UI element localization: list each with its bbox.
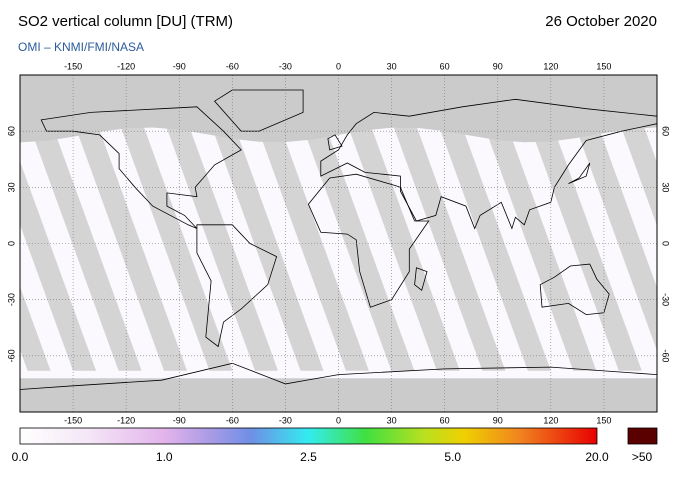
orbit-gap [348, 127, 460, 371]
coastline [568, 162, 591, 184]
coastline [539, 263, 610, 316]
orbit-gap [212, 127, 324, 371]
colorbar-label: 1.0 [156, 450, 173, 464]
lat-label-right: 30 [661, 182, 671, 192]
orbit-gap [0, 127, 5, 370]
lat-label-right: 0 [661, 241, 671, 246]
orbit-gap [667, 127, 676, 370]
lat-label-right: -30 [661, 293, 671, 306]
lon-label-bottom: -150 [64, 415, 82, 425]
lon-label-bottom: -60 [226, 415, 239, 425]
colorbar-label: 20.0 [585, 450, 609, 464]
orbit-gap [257, 127, 369, 371]
polar-south [20, 378, 657, 412]
orbit-gap [20, 286, 51, 371]
orbit-gap [530, 127, 642, 371]
lon-label-top: -60 [226, 61, 239, 71]
map-layer [0, 75, 676, 412]
coastline [327, 134, 343, 151]
coastline [40, 106, 242, 229]
orbit-gap [484, 127, 597, 371]
orbit-gap [621, 127, 657, 226]
lon-label-top: 0 [336, 61, 341, 71]
lon-label-bottom: 0 [336, 415, 341, 425]
lon-label-bottom: 120 [543, 415, 558, 425]
map-frame [19, 74, 658, 413]
colorbar-overflow [627, 427, 658, 445]
source: OMI – KNMI/FMI/NASA [18, 40, 144, 54]
lon-label-top: 150 [596, 61, 611, 71]
orbit-gap [302, 127, 415, 371]
orbit-gap [393, 127, 506, 371]
orbit-gap [166, 127, 278, 371]
lon-label-top: 120 [543, 61, 558, 71]
lon-label-top: 60 [440, 61, 450, 71]
coastline [213, 89, 304, 132]
lat-label-left: 30 [6, 182, 16, 192]
title: SO2 vertical column [DU] (TRM) [18, 13, 233, 30]
lon-label-bottom: -90 [173, 415, 186, 425]
orbit-gap [575, 127, 657, 351]
colorbar-label: 5.0 [444, 450, 461, 464]
colorbar-label: 2.5 [300, 450, 317, 464]
coastline [20, 362, 657, 412]
lon-label-bottom: 60 [440, 415, 450, 425]
lon-label-top: 90 [493, 61, 503, 71]
lon-label-bottom: 150 [596, 415, 611, 425]
colorbar [19, 427, 598, 445]
lon-label-bottom: 30 [387, 415, 397, 425]
date: 26 October 2020 [545, 13, 657, 30]
orbit-gap [439, 127, 551, 371]
lon-label-top: -30 [279, 61, 292, 71]
orbit-gap [30, 127, 142, 371]
orbit-gap [20, 161, 97, 371]
coastline [307, 173, 430, 308]
lon-label-top: 30 [387, 61, 397, 71]
orbit-gap [121, 127, 233, 371]
lat-label-left: -60 [6, 349, 16, 362]
overflow-label: >50 [632, 450, 653, 464]
lon-label-bottom: 90 [493, 415, 503, 425]
lat-label-right: -60 [661, 349, 671, 362]
lat-label-left: 60 [6, 126, 16, 136]
lat-label-left: 0 [6, 241, 16, 246]
lon-label-top: -150 [64, 61, 82, 71]
colorbar-label: 0.0 [12, 450, 29, 464]
lon-label-top: -90 [173, 61, 186, 71]
lon-label-bottom: -120 [117, 415, 135, 425]
lat-label-right: 60 [661, 126, 671, 136]
lon-label-top: -120 [117, 61, 135, 71]
coastline [414, 267, 428, 291]
lon-label-bottom: -30 [279, 415, 292, 425]
orbit-gap [75, 127, 187, 371]
lat-label-left: -30 [6, 293, 16, 306]
